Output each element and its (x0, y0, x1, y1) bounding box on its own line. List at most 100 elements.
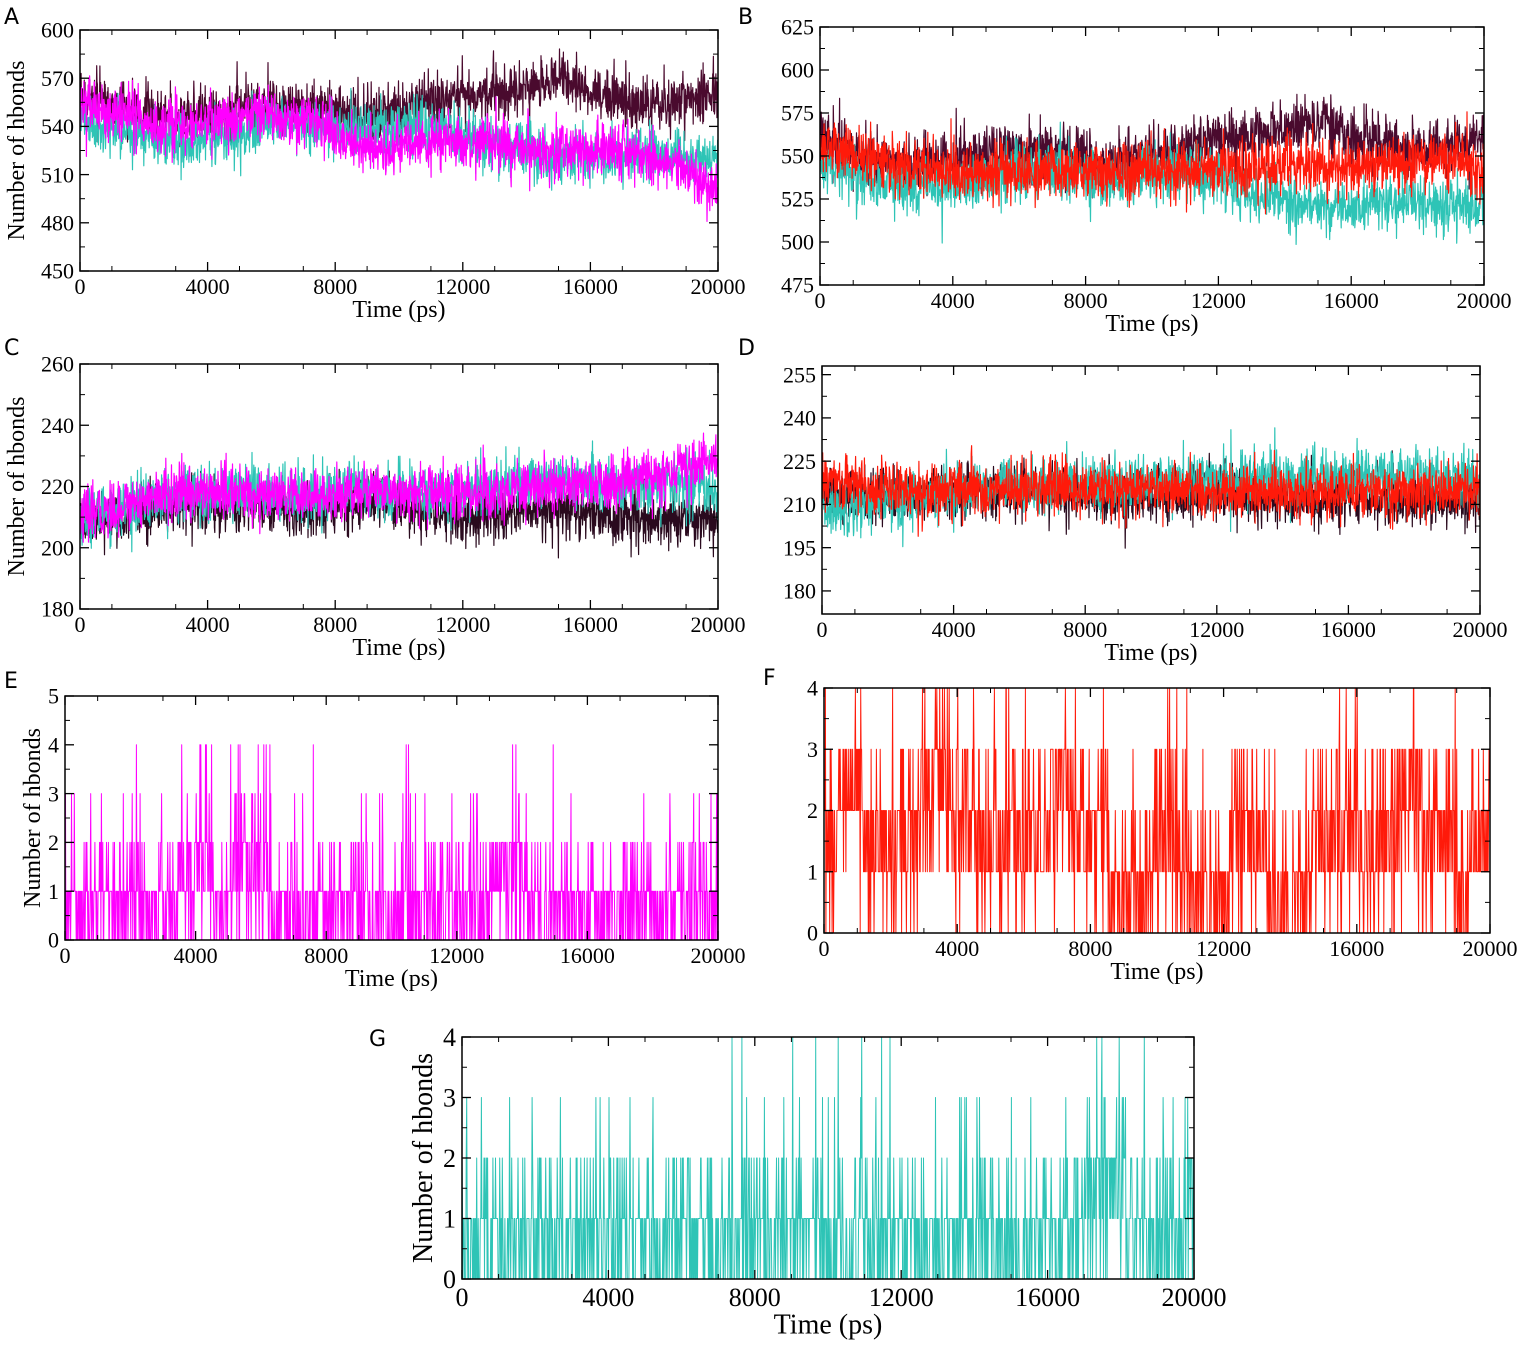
x-tick-label: 20000 (691, 612, 746, 637)
x-tick-label: 4000 (186, 612, 230, 637)
y-tick-label: 575 (781, 101, 814, 126)
x-axis-label: Time (ps) (1110, 959, 1203, 985)
x-tick-label: 8000 (313, 274, 357, 299)
y-axis-label: Number of hbonds (408, 1053, 439, 1263)
x-tick-label: 20000 (691, 943, 746, 968)
panel-letter: D (738, 336, 755, 361)
y-tick-label: 3 (48, 781, 59, 806)
y-tick-label: 4 (443, 1023, 456, 1052)
y-tick-label: 4 (807, 676, 818, 701)
x-axis-label: Time (ps) (1105, 311, 1198, 337)
y-tick-label: 570 (41, 66, 74, 91)
panel-b: B 0 4000 8000 12000 16000 20000 475 500 525 550 575… (738, 5, 1512, 337)
y-tick-label: 195 (783, 535, 816, 560)
y-tick-label: 180 (41, 597, 74, 622)
x-tick-label: 20000 (1463, 936, 1518, 961)
x-tick-label: 12000 (429, 943, 484, 968)
x-tick-label: 12000 (435, 612, 490, 637)
y-axis-label: Number of hbonds (20, 728, 46, 908)
x-axis-label: Time (ps) (352, 297, 445, 323)
x-tick-label: 20000 (1453, 617, 1508, 642)
x-tick-label: 8000 (1068, 936, 1112, 961)
y-tick-label: 260 (41, 352, 74, 377)
x-tick-label: 8000 (1064, 288, 1108, 313)
x-tick-label: 16000 (560, 943, 615, 968)
y-tick-label: 240 (783, 406, 816, 431)
panel-letter: A (4, 5, 19, 30)
x-tick-label: 4000 (186, 274, 230, 299)
x-axis-label: Time (ps) (352, 635, 445, 661)
x-tick-label: 16000 (1015, 1283, 1080, 1312)
series-line-3 (820, 111, 1484, 215)
y-tick-label: 500 (781, 230, 814, 255)
x-tick-label: 16000 (1321, 617, 1376, 642)
x-tick-label: 0 (60, 943, 71, 968)
y-tick-label: 0 (48, 928, 59, 953)
series-line-3 (80, 432, 718, 543)
x-tick-label: 4000 (582, 1283, 634, 1312)
y-tick-label: 480 (41, 211, 74, 236)
y-tick-label: 200 (41, 535, 74, 560)
x-tick-label: 16000 (563, 612, 618, 637)
x-tick-label: 0 (75, 612, 86, 637)
x-tick-label: 0 (819, 936, 830, 961)
x-tick-label: 12000 (435, 274, 490, 299)
panel-letter: B (738, 5, 753, 30)
panel-a: A 0 4000 8000 12000 16000 20000 450 480 510 540 570… (4, 5, 746, 323)
x-axis-label: Time (ps) (345, 966, 438, 992)
x-tick-label: 8000 (313, 612, 357, 637)
y-tick-label: 3 (443, 1084, 456, 1113)
x-tick-label: 16000 (1324, 288, 1379, 313)
y-tick-label: 4 (48, 733, 59, 758)
y-tick-label: 540 (41, 114, 74, 139)
series-line-3 (80, 75, 718, 222)
y-tick-label: 180 (783, 579, 816, 604)
y-tick-label: 450 (41, 259, 74, 284)
x-tick-label: 4000 (935, 936, 979, 961)
y-tick-label: 1 (48, 879, 59, 904)
series-line-1 (824, 688, 1490, 933)
y-tick-label: 255 (783, 362, 816, 387)
x-tick-label: 20000 (1162, 1283, 1227, 1312)
y-tick-label: 475 (781, 273, 814, 298)
x-tick-label: 12000 (1196, 936, 1251, 961)
y-tick-label: 510 (41, 162, 74, 187)
y-tick-label: 2 (443, 1144, 456, 1173)
x-tick-label: 8000 (1063, 617, 1107, 642)
x-tick-label: 12000 (1189, 617, 1244, 642)
x-tick-label: 0 (817, 617, 828, 642)
series-line-1 (820, 93, 1484, 199)
x-tick-label: 16000 (563, 274, 618, 299)
y-tick-label: 2 (48, 830, 59, 855)
panel-e: E 0 4000 8000 12000 16000 20000 0 1 2 3 4 5 Time (ps)… (4, 669, 746, 992)
x-tick-label: 0 (815, 288, 826, 313)
y-axis-label: Number of hbonds (4, 61, 30, 241)
y-tick-label: 5 (48, 684, 59, 709)
x-tick-label: 20000 (1457, 288, 1512, 313)
plot-frame (821, 365, 1481, 615)
x-tick-label: 12000 (1191, 288, 1246, 313)
panel-f: F 0 4000 8000 12000 16000 20000 0 1 2 3 4 Time (ps) (763, 666, 1518, 985)
panel-d: D 0 4000 8000 12000 16000 20000 180 195 210 225 240… (738, 336, 1508, 666)
y-tick-label: 240 (41, 413, 74, 438)
y-tick-label: 210 (783, 492, 816, 517)
x-tick-label: 4000 (174, 943, 218, 968)
y-tick-label: 550 (781, 144, 814, 169)
x-tick-label: 4000 (931, 288, 975, 313)
y-tick-label: 1 (807, 859, 818, 884)
y-tick-label: 0 (443, 1265, 456, 1294)
panel-letter: C (4, 336, 19, 361)
x-tick-label: 8000 (729, 1283, 781, 1312)
panel-c: C 0 4000 8000 12000 16000 20000 180 200 220 240 260… (4, 336, 746, 661)
x-tick-label: 16000 (1329, 936, 1384, 961)
x-axis-label: Time (ps) (774, 1310, 883, 1341)
x-tick-label: 0 (75, 274, 86, 299)
x-tick-label: 12000 (869, 1283, 934, 1312)
y-tick-label: 3 (807, 737, 818, 762)
series-line-3 (822, 445, 1480, 537)
panel-g: G 0 4000 8000 12000 16000 20000 0 1 2 3 4 Time (ps) N… (369, 1023, 1227, 1341)
y-tick-label: 625 (781, 15, 814, 40)
panel-letter: F (763, 666, 776, 691)
y-tick-label: 2 (807, 798, 818, 823)
y-tick-label: 600 (781, 58, 814, 83)
